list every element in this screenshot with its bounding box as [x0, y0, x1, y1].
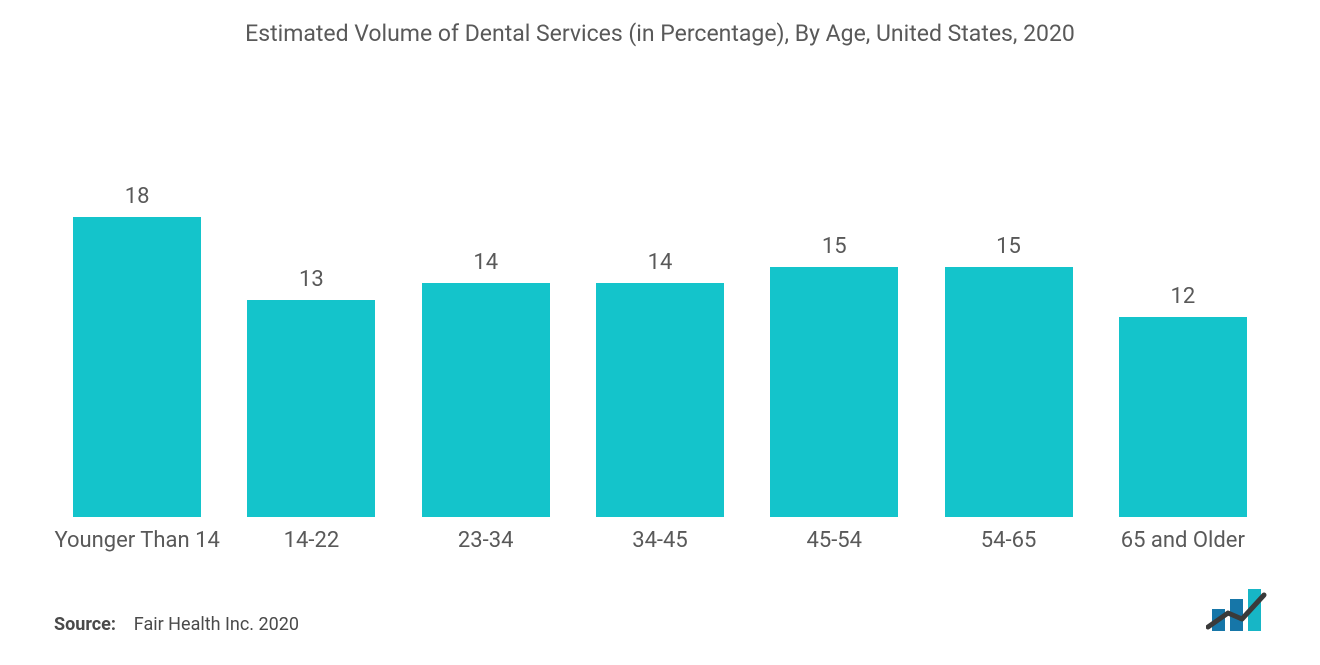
chart-container: Estimated Volume of Dental Services (in … — [0, 0, 1320, 665]
source-text: Fair Health Inc. 2020 — [134, 614, 299, 635]
bar — [1119, 317, 1247, 517]
bar-value-label: 12 — [1170, 284, 1195, 309]
bar-column: 13 — [224, 127, 398, 517]
category-label: 65 and Older — [1096, 527, 1270, 555]
bar-value-label: 13 — [299, 267, 324, 292]
bar — [73, 217, 201, 517]
bar-column: 14 — [573, 127, 747, 517]
logo-icon — [1206, 589, 1284, 637]
bar — [422, 283, 550, 516]
bar-value-label: 15 — [822, 234, 847, 259]
bar-value-label: 14 — [473, 250, 498, 275]
category-label: 14-22 — [224, 527, 398, 555]
bar-value-label: 18 — [125, 184, 150, 209]
bar — [770, 267, 898, 517]
bar — [945, 267, 1073, 517]
category-label: 45-54 — [747, 527, 921, 555]
bar-column: 18 — [50, 127, 224, 517]
bar-column: 14 — [399, 127, 573, 517]
brand-logo — [1206, 589, 1284, 637]
category-label: 23-34 — [399, 527, 573, 555]
bar — [596, 283, 724, 516]
source-line: Source: Fair Health Inc. 2020 — [40, 554, 1280, 635]
bar-column: 12 — [1096, 127, 1270, 517]
bar-value-label: 15 — [996, 234, 1021, 259]
category-label: Younger Than 14 — [50, 527, 224, 555]
bar-column: 15 — [921, 127, 1095, 517]
source-label: Source: — [54, 614, 116, 635]
bar-value-label: 14 — [648, 250, 673, 275]
category-axis: Younger Than 1414-2223-3434-4545-5454-65… — [40, 517, 1280, 555]
bar-column: 15 — [747, 127, 921, 517]
bar — [247, 300, 375, 517]
category-label: 54-65 — [921, 527, 1095, 555]
category-label: 34-45 — [573, 527, 747, 555]
chart-plot-area: 18 13 14 14 15 15 12 — [40, 47, 1280, 517]
chart-title: Estimated Volume of Dental Services (in … — [40, 20, 1280, 47]
